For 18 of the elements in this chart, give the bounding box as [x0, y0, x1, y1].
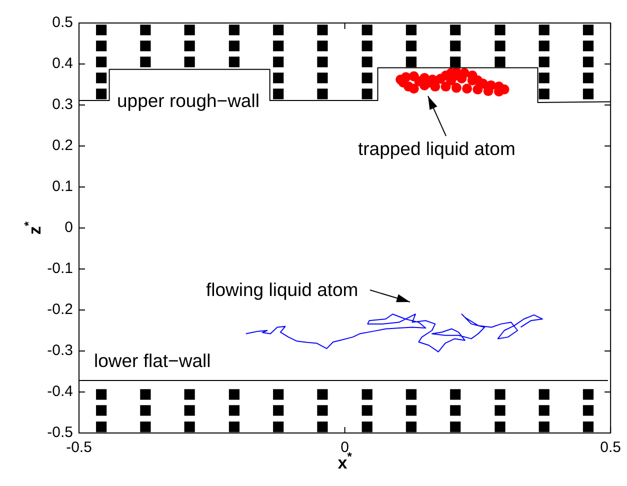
annotation: flowing liquid atom — [206, 279, 358, 300]
x-tick-label: -0.5 — [66, 439, 92, 456]
annotation: trapped liquid atom — [358, 138, 516, 160]
y-tick-label: -0.2 — [47, 301, 73, 318]
y-tick-label: -0.4 — [47, 383, 73, 400]
y-axis-title: z* — [21, 221, 45, 235]
y-tick-label: 0.4 — [52, 55, 73, 72]
y-tick-label: 0.1 — [52, 178, 73, 196]
y-tick-label: -0.1 — [47, 260, 73, 278]
y-tick-label: 0.2 — [52, 137, 73, 154]
y-tick-label: -0.3 — [47, 342, 73, 360]
x-tick-label: 0.5 — [600, 439, 622, 456]
annotation: upper rough−wall — [117, 90, 260, 112]
y-tick-label: 0.5 — [52, 14, 73, 32]
y-tick-label: 0 — [64, 219, 73, 236]
y-tick-label: 0.3 — [52, 96, 73, 114]
y-tick-label: -0.5 — [47, 424, 73, 442]
annotation: lower flat−wall — [94, 350, 211, 372]
